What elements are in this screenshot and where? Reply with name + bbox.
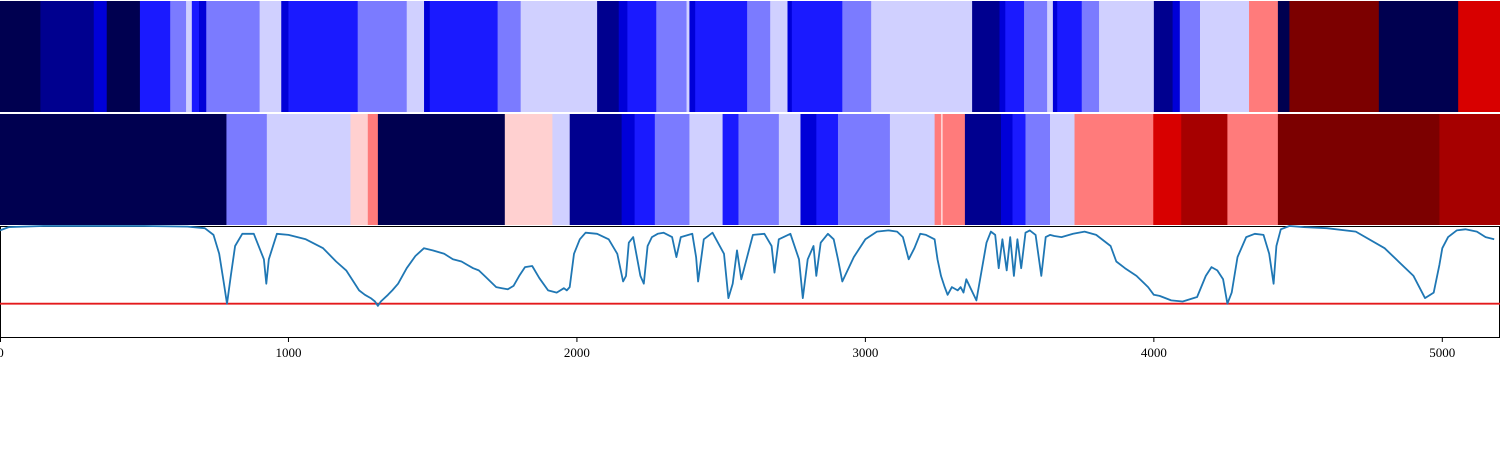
heat-cell bbox=[837, 114, 891, 225]
heat-cell bbox=[942, 114, 966, 225]
heat-cell bbox=[429, 1, 499, 112]
heat-cell bbox=[1025, 114, 1051, 225]
heat-cell bbox=[1289, 1, 1380, 112]
heat-cell bbox=[288, 1, 359, 112]
heat-cell bbox=[1052, 1, 1058, 112]
heat-cell bbox=[1249, 1, 1279, 112]
heat-cell bbox=[654, 114, 691, 225]
heat-cell bbox=[106, 1, 141, 112]
heat-cell bbox=[964, 114, 1002, 225]
series-line bbox=[0, 225, 1495, 307]
heat-cell bbox=[93, 1, 108, 112]
heat-cell bbox=[1005, 1, 1025, 112]
heat-cell bbox=[1000, 114, 1014, 225]
heatmap-row-1 bbox=[0, 1, 1500, 112]
heat-cell bbox=[1050, 114, 1076, 225]
heat-cell bbox=[497, 1, 522, 112]
heat-cell bbox=[1153, 114, 1182, 225]
heat-cell bbox=[1277, 1, 1291, 112]
heat-cell bbox=[1181, 114, 1229, 225]
x-tick-label: 2000 bbox=[564, 345, 590, 360]
heat-cell bbox=[281, 1, 290, 112]
x-tick-label: 4000 bbox=[1141, 345, 1167, 360]
heat-cell bbox=[747, 1, 771, 112]
heat-cell bbox=[424, 1, 431, 112]
heatmap-row-2 bbox=[0, 114, 1500, 225]
heat-cell bbox=[1099, 1, 1155, 112]
heat-cell bbox=[259, 1, 282, 112]
heat-cell bbox=[999, 1, 1006, 112]
heat-cell bbox=[186, 1, 193, 112]
heat-cell bbox=[686, 1, 691, 112]
heat-cell bbox=[206, 1, 261, 112]
heat-cell bbox=[695, 1, 748, 112]
heat-cell bbox=[170, 1, 187, 112]
heat-cell bbox=[787, 1, 793, 112]
heat-cell bbox=[1081, 1, 1100, 112]
x-tick-label: 0 bbox=[0, 345, 4, 360]
heat-cell bbox=[618, 1, 629, 112]
heat-cell bbox=[191, 1, 200, 112]
heat-cell bbox=[770, 1, 789, 112]
heat-cell bbox=[778, 114, 802, 225]
heat-cell bbox=[738, 114, 780, 225]
heat-cell bbox=[0, 114, 228, 225]
heat-cell bbox=[504, 114, 554, 225]
heat-cell bbox=[634, 114, 656, 225]
heat-cell bbox=[40, 1, 95, 112]
heat-cell bbox=[0, 1, 41, 112]
heat-cell bbox=[1047, 1, 1054, 112]
heat-cell bbox=[1172, 1, 1181, 112]
heat-cell bbox=[1074, 114, 1154, 225]
heat-cell bbox=[1277, 114, 1441, 225]
heat-cell bbox=[816, 114, 839, 225]
heat-cell bbox=[791, 1, 843, 112]
heat-cell bbox=[199, 1, 207, 112]
heat-cell bbox=[569, 114, 623, 225]
heat-cell bbox=[1458, 1, 1500, 112]
heat-cell bbox=[367, 114, 379, 225]
heat-cell bbox=[1378, 1, 1459, 112]
heat-cell bbox=[1439, 114, 1500, 225]
x-axis: 0 1000 2000 3000 4000 5000 bbox=[0, 337, 1455, 360]
x-tick-label: 3000 bbox=[852, 345, 878, 360]
heat-cell bbox=[689, 1, 696, 112]
line-plot-panel bbox=[0, 225, 1500, 338]
heat-cell bbox=[627, 1, 657, 112]
heat-cell bbox=[934, 114, 942, 225]
heat-cell bbox=[520, 1, 598, 112]
heat-cell bbox=[1057, 1, 1083, 112]
heat-cell bbox=[972, 1, 1001, 112]
heat-cell bbox=[350, 114, 369, 225]
heat-cell bbox=[800, 114, 817, 225]
heat-cell bbox=[226, 114, 268, 225]
heat-cell bbox=[1179, 1, 1201, 112]
heat-cell bbox=[871, 1, 973, 112]
x-tick-label: 5000 bbox=[1429, 345, 1455, 360]
heat-cell bbox=[1012, 114, 1027, 225]
heat-cell bbox=[139, 1, 171, 112]
heat-cell bbox=[940, 114, 944, 225]
heat-cell bbox=[1153, 1, 1174, 112]
heat-cell bbox=[597, 1, 620, 112]
heat-cell bbox=[1200, 1, 1250, 112]
x-tick-label: 1000 bbox=[275, 345, 301, 360]
heat-cell bbox=[377, 114, 506, 225]
heat-cell bbox=[266, 114, 352, 225]
heat-cell bbox=[406, 1, 425, 112]
heat-cell bbox=[621, 114, 636, 225]
heat-cell bbox=[689, 114, 724, 225]
heat-cell bbox=[357, 1, 408, 112]
heat-cell bbox=[656, 1, 688, 112]
heat-cell bbox=[889, 114, 936, 225]
heat-cell bbox=[1227, 114, 1279, 225]
heat-cell bbox=[552, 114, 571, 225]
heat-cell bbox=[842, 1, 872, 112]
heat-cell bbox=[1024, 1, 1048, 112]
heat-cell bbox=[722, 114, 740, 225]
